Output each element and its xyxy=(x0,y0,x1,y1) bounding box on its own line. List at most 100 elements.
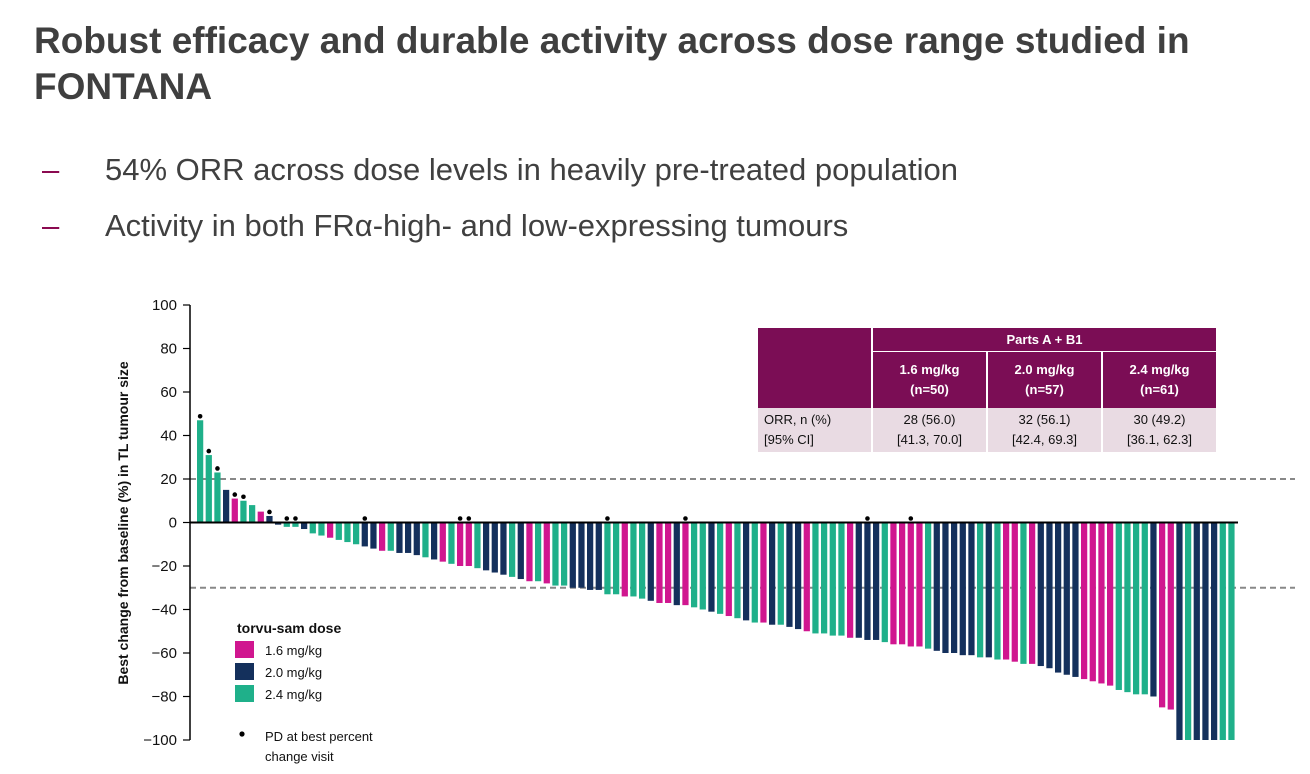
pd-marker-dot xyxy=(239,731,245,737)
bar xyxy=(1081,522,1088,680)
bar xyxy=(933,522,940,651)
bar xyxy=(691,522,698,608)
table-cell: 32 (56.1) [42.4, 69.3] xyxy=(986,408,1102,452)
bar xyxy=(1037,522,1044,667)
table-orr-row: ORR, n (%) [95% CI] 28 (56.0) [41.3, 70.… xyxy=(758,408,1216,452)
table-group-header: Parts A + B1 xyxy=(871,328,1216,352)
pd-marker xyxy=(293,516,298,521)
bar xyxy=(1150,522,1157,697)
bar xyxy=(942,522,949,653)
bar xyxy=(257,511,264,523)
bar xyxy=(1167,522,1174,710)
bar xyxy=(760,522,767,623)
y-tick-label: 60 xyxy=(160,384,177,401)
bar xyxy=(1055,522,1062,673)
legend-title: torvu-sam dose xyxy=(237,620,341,636)
bar xyxy=(1193,522,1200,740)
bar xyxy=(405,522,412,553)
dose-n: (n=61) xyxy=(1140,382,1179,397)
table-corner-cell xyxy=(758,328,872,408)
legend-label-2-0: 2.0 mg/kg xyxy=(265,665,322,680)
bar xyxy=(1211,522,1218,740)
bar xyxy=(907,522,914,647)
bar xyxy=(578,522,585,588)
pd-marker xyxy=(605,516,610,521)
bar xyxy=(604,522,611,595)
bar xyxy=(881,522,888,643)
bar xyxy=(673,522,680,606)
bar xyxy=(717,522,724,614)
legend-swatch-2-4 xyxy=(235,685,254,702)
bar xyxy=(1159,522,1166,708)
pd-marker xyxy=(232,492,238,497)
bar xyxy=(699,522,706,610)
bar xyxy=(838,522,845,636)
pd-marker xyxy=(197,413,203,419)
y-tick-label: 0 xyxy=(169,515,177,532)
pd-marker xyxy=(908,516,914,521)
bar xyxy=(968,522,975,656)
bar xyxy=(396,522,403,553)
bar xyxy=(422,522,429,558)
y-axis-label: Best change from baseline (%) in TL tumo… xyxy=(115,361,131,685)
bar xyxy=(535,522,542,582)
pd-marker-label-line2: change visit xyxy=(265,749,334,764)
bar xyxy=(205,455,212,523)
pd-marker xyxy=(215,466,220,471)
bar xyxy=(621,522,628,597)
table-dose-header: 2.4 mg/kg (n=61) xyxy=(1101,351,1216,408)
pd-marker-label-line1: PD at best percent xyxy=(265,729,373,744)
bullet-list: – 54% ORR across dose levels in heavily … xyxy=(42,148,958,260)
bar xyxy=(1228,522,1235,740)
bar xyxy=(457,522,464,566)
bar xyxy=(275,522,282,525)
bar xyxy=(249,505,256,523)
bar xyxy=(283,522,290,527)
bar xyxy=(474,522,481,569)
bar xyxy=(829,522,836,636)
bar xyxy=(552,522,559,586)
bar xyxy=(925,522,932,649)
bar xyxy=(1141,522,1148,695)
bar xyxy=(387,522,394,551)
bar xyxy=(526,522,533,582)
table-dose-header: 1.6 mg/kg (n=50) xyxy=(871,351,987,408)
ci-value: [42.4, 69.3] xyxy=(1011,432,1078,447)
bar xyxy=(795,522,802,630)
bar xyxy=(569,522,576,588)
bar xyxy=(847,522,854,638)
bar xyxy=(491,522,498,573)
bar xyxy=(647,522,654,601)
table-dose-header: 2.0 mg/kg (n=57) xyxy=(986,351,1102,408)
y-tick-label: 20 xyxy=(160,471,177,488)
bar xyxy=(214,472,221,523)
slide-title: Robust efficacy and durable activity acr… xyxy=(34,20,1190,107)
bar xyxy=(951,522,958,653)
bar xyxy=(335,522,342,540)
bar xyxy=(379,522,386,551)
bar xyxy=(266,515,273,523)
bar xyxy=(327,522,334,538)
pd-marker xyxy=(466,516,472,521)
orr-value: 30 (49.2) xyxy=(1133,412,1186,427)
bar xyxy=(344,522,351,543)
bar xyxy=(821,522,828,634)
bar xyxy=(1063,522,1070,675)
row-label-orr: ORR, n (%) xyxy=(764,412,832,427)
bullet-item: – 54% ORR across dose levels in heavily … xyxy=(42,148,958,204)
table-cell: 30 (49.2) [36.1, 62.3] xyxy=(1101,408,1216,452)
legend-label-1-6: 1.6 mg/kg xyxy=(265,643,322,658)
dose-label: 2.4 mg/kg xyxy=(1129,362,1190,377)
bar xyxy=(1176,522,1183,740)
bar xyxy=(1219,522,1226,740)
pd-marker xyxy=(206,448,212,454)
table-cell: 28 (56.0) [41.3, 70.0] xyxy=(871,408,987,452)
bar xyxy=(543,522,550,584)
bar xyxy=(985,522,992,658)
pd-marker xyxy=(284,516,290,521)
bar xyxy=(656,522,663,603)
bar xyxy=(353,522,360,545)
bar xyxy=(812,522,819,634)
bar xyxy=(595,522,602,590)
bar xyxy=(370,522,377,549)
